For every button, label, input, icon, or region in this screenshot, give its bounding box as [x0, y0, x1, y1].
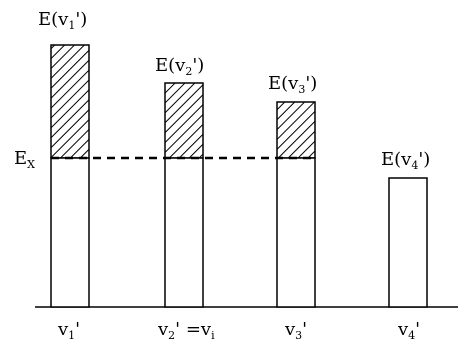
bar-v3-hatched	[276, 101, 316, 159]
threshold-label: EX	[14, 148, 35, 171]
base-label-v2: v2' =vi	[157, 319, 215, 342]
bar-v2-hatched	[164, 82, 204, 159]
bar-v2-base	[164, 157, 204, 308]
base-label-v1: v1'	[57, 319, 80, 342]
base-label-v4: v4'	[397, 319, 420, 342]
energy-label-v1: E(v1')	[38, 9, 87, 32]
bar-v3-base	[276, 157, 316, 308]
energy-label-v2: E(v2')	[155, 55, 204, 78]
energy-label-v4: E(v4')	[381, 149, 430, 172]
base-label-v3: v3'	[284, 319, 307, 342]
bar-v1-hatched	[50, 44, 90, 159]
energy-label-v3: E(v3')	[268, 73, 317, 96]
bar-v1-base	[50, 157, 90, 308]
bar-v4-base	[388, 177, 428, 308]
